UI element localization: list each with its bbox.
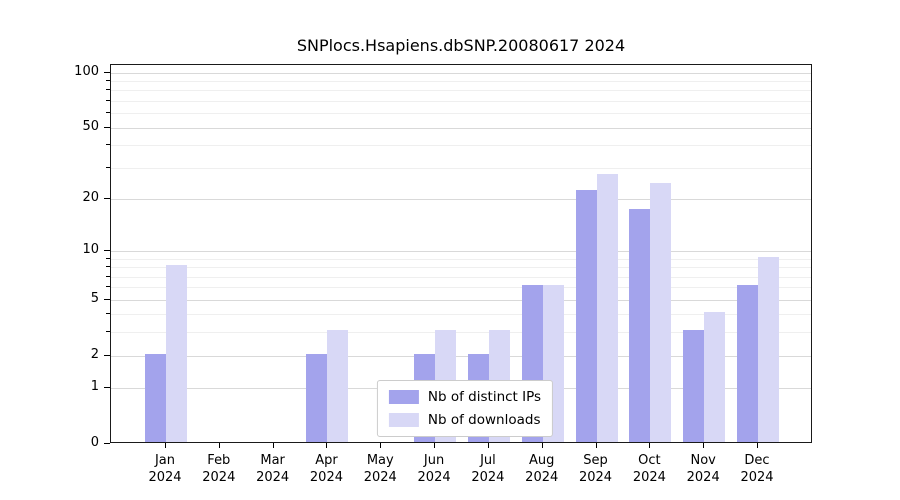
x-tick-mark [757,443,758,448]
gridline-major [111,127,811,129]
gridline-major [111,299,811,301]
y-tick-label: 10 [82,242,99,258]
x-tick-label: Aug 2024 [525,453,559,485]
x-tick-mark [649,443,651,448]
gridline-minor [111,100,811,102]
y-tick-mark [104,443,110,444]
bar-downloads-oct [650,182,672,442]
x-tick-label: Apr 2024 [309,453,343,485]
gridline-minor [111,145,811,147]
x-tick-label: Jul 2024 [471,453,505,485]
x-tick-mark [434,443,436,448]
legend-item-distinct-ips: Nb of distinct IPs [388,389,542,405]
x-tick-mark [218,443,220,448]
x-tick-label: Sep 2024 [578,453,613,485]
gridline-major [111,72,811,74]
gridline-major [111,251,811,253]
gridline-minor [111,90,811,92]
gridline-major [111,355,811,357]
legend-item-downloads: Nb of downloads [388,412,541,428]
plot-area: Nb of distinct IPs Nb of downloads [110,64,812,443]
bar-distinct-ips-jan [145,353,166,442]
bar-downloads-jan [166,265,187,442]
x-tick-mark [326,443,328,448]
y-tick-label: 0 [90,435,99,450]
x-tick-label: Jun 2024 [417,453,451,485]
x-tick-mark [703,443,705,448]
bar-distinct-ips-nov [683,330,705,442]
gridline-minor [111,314,811,316]
gridline-major [111,198,811,200]
gridline-minor [111,113,811,115]
y-tick-label: 5 [90,290,99,306]
bar-distinct-ips-oct [629,209,651,442]
legend-label-distinct-ips: Nb of distinct IPs [427,389,542,405]
x-tick-label: Dec 2024 [740,453,774,485]
gridline-minor [111,276,811,278]
bar-downloads-dec [758,256,779,442]
x-tick-label: May 2024 [363,453,397,485]
x-tick-label: Nov 2024 [686,453,720,485]
y-tick-label: 1 [90,379,99,395]
bar-downloads-sep [596,173,618,442]
x-tick-label: Mar 2024 [256,453,290,485]
x-tick-label: Oct 2024 [632,453,666,485]
gridline-minor [111,267,811,269]
gridline-minor [111,258,811,260]
x-tick-mark [380,443,382,448]
x-tick-label: Feb 2024 [202,453,236,485]
y-tick-label: 100 [74,63,99,79]
gridline-minor [111,80,811,82]
y-tick-label: 2 [90,346,99,362]
gridline-minor [111,332,811,334]
legend-label-downloads: Nb of downloads [427,412,541,428]
x-tick-mark [487,443,489,448]
x-tick-mark [272,443,274,448]
x-tick-mark [165,443,166,448]
y-tick-label: 20 [82,189,99,205]
legend-swatch-distinct-ips [388,390,419,404]
legend: Nb of distinct IPs Nb of downloads [376,380,554,437]
x-tick-mark [541,443,543,448]
bars-layer [111,65,811,442]
chart-title: SNPlocs.Hsapiens.dbSNP.20080617 2024 [296,36,626,55]
bar-distinct-ips-dec [737,285,758,442]
legend-swatch-downloads [388,413,419,427]
gridline-minor [111,287,811,289]
bar-distinct-ips-sep [575,189,597,442]
bar-downloads-nov [704,312,726,442]
x-tick-mark [595,443,597,448]
gridline-minor [111,167,811,169]
bar-distinct-ips-apr [306,353,328,442]
bar-downloads-apr [327,330,349,442]
x-tick-label: Jan 2024 [148,453,182,485]
y-tick-label: 50 [82,118,99,134]
